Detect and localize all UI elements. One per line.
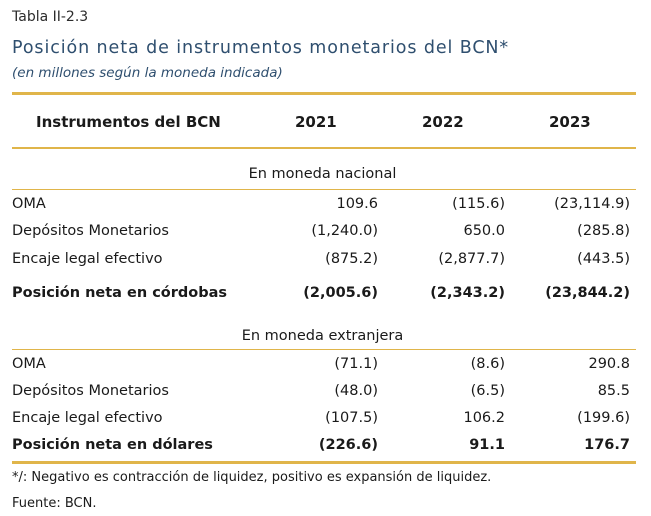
cell-2022: (6.5) bbox=[470, 383, 505, 399]
header-2023: 2023 bbox=[549, 113, 591, 131]
table-row: OMA 109.6 (115.6) (23,114.9) bbox=[0, 193, 651, 219]
cell-2023: (443.5) bbox=[577, 251, 630, 267]
cell-2021: (107.5) bbox=[325, 410, 378, 426]
section-rule-extranjera bbox=[12, 349, 636, 350]
footnote: */: Negativo es contracción de liquidez,… bbox=[12, 470, 492, 485]
cell-2023: (285.8) bbox=[577, 223, 630, 239]
cell-2021: 109.6 bbox=[336, 196, 378, 212]
cell-2023: (23,114.9) bbox=[554, 196, 630, 212]
table-title: Posición neta de instrumentos monetarios… bbox=[12, 38, 510, 58]
cell-2022: (115.6) bbox=[452, 196, 505, 212]
total-2022: 91.1 bbox=[469, 437, 505, 453]
row-name: OMA bbox=[12, 196, 46, 212]
bottom-rule bbox=[12, 461, 636, 464]
header-2022: 2022 bbox=[422, 113, 464, 131]
table-subtitle: (en millones según la moneda indicada) bbox=[12, 65, 283, 81]
row-name: Depósitos Monetarios bbox=[12, 383, 169, 399]
header-instrumentos: Instrumentos del BCN bbox=[36, 113, 221, 131]
cell-2021: (71.1) bbox=[334, 356, 378, 372]
cell-2022: (8.6) bbox=[470, 356, 505, 372]
top-rule bbox=[12, 92, 636, 95]
section-heading-extranjera: En moneda extranjera bbox=[241, 328, 404, 344]
total-name: Posición neta en dólares bbox=[12, 437, 213, 453]
row-name: OMA bbox=[12, 356, 46, 372]
cell-2022: (2,877.7) bbox=[438, 251, 505, 267]
total-2021: (226.6) bbox=[318, 437, 378, 453]
row-name: Encaje legal efectivo bbox=[12, 251, 163, 267]
total-row: Posición neta en córdobas (2,005.6) (2,3… bbox=[0, 282, 651, 308]
total-row: Posición neta en dólares (226.6) 91.1 17… bbox=[0, 434, 651, 460]
total-2023: (23,844.2) bbox=[545, 285, 630, 301]
cell-2023: (199.6) bbox=[577, 410, 630, 426]
total-2022: (2,343.2) bbox=[430, 285, 505, 301]
table-row: Encaje legal efectivo (107.5) 106.2 (199… bbox=[0, 407, 651, 433]
cell-2023: 290.8 bbox=[588, 356, 630, 372]
cell-2021: (1,240.0) bbox=[311, 223, 378, 239]
total-name: Posición neta en córdobas bbox=[12, 285, 228, 301]
header-rule bbox=[12, 147, 636, 149]
source-note: Fuente: BCN. bbox=[12, 496, 97, 511]
cell-2022: 106.2 bbox=[463, 410, 505, 426]
cell-2023: 85.5 bbox=[597, 383, 630, 399]
total-2021: (2,005.6) bbox=[303, 285, 378, 301]
table-label: Tabla II-2.3 bbox=[12, 9, 89, 25]
section-heading-nacional: En moneda nacional bbox=[248, 166, 397, 182]
cell-2021: (48.0) bbox=[334, 383, 378, 399]
table-row: Depósitos Monetarios (48.0) (6.5) 85.5 bbox=[0, 380, 651, 406]
table-row: Encaje legal efectivo (875.2) (2,877.7) … bbox=[0, 248, 651, 274]
row-name: Encaje legal efectivo bbox=[12, 410, 163, 426]
section-rule-nacional bbox=[12, 189, 636, 190]
cell-2022: 650.0 bbox=[463, 223, 505, 239]
table-row: OMA (71.1) (8.6) 290.8 bbox=[0, 353, 651, 379]
table-row: Depósitos Monetarios (1,240.0) 650.0 (28… bbox=[0, 220, 651, 246]
row-name: Depósitos Monetarios bbox=[12, 223, 169, 239]
total-2023: 176.7 bbox=[584, 437, 630, 453]
header-2021: 2021 bbox=[295, 113, 337, 131]
cell-2021: (875.2) bbox=[325, 251, 378, 267]
